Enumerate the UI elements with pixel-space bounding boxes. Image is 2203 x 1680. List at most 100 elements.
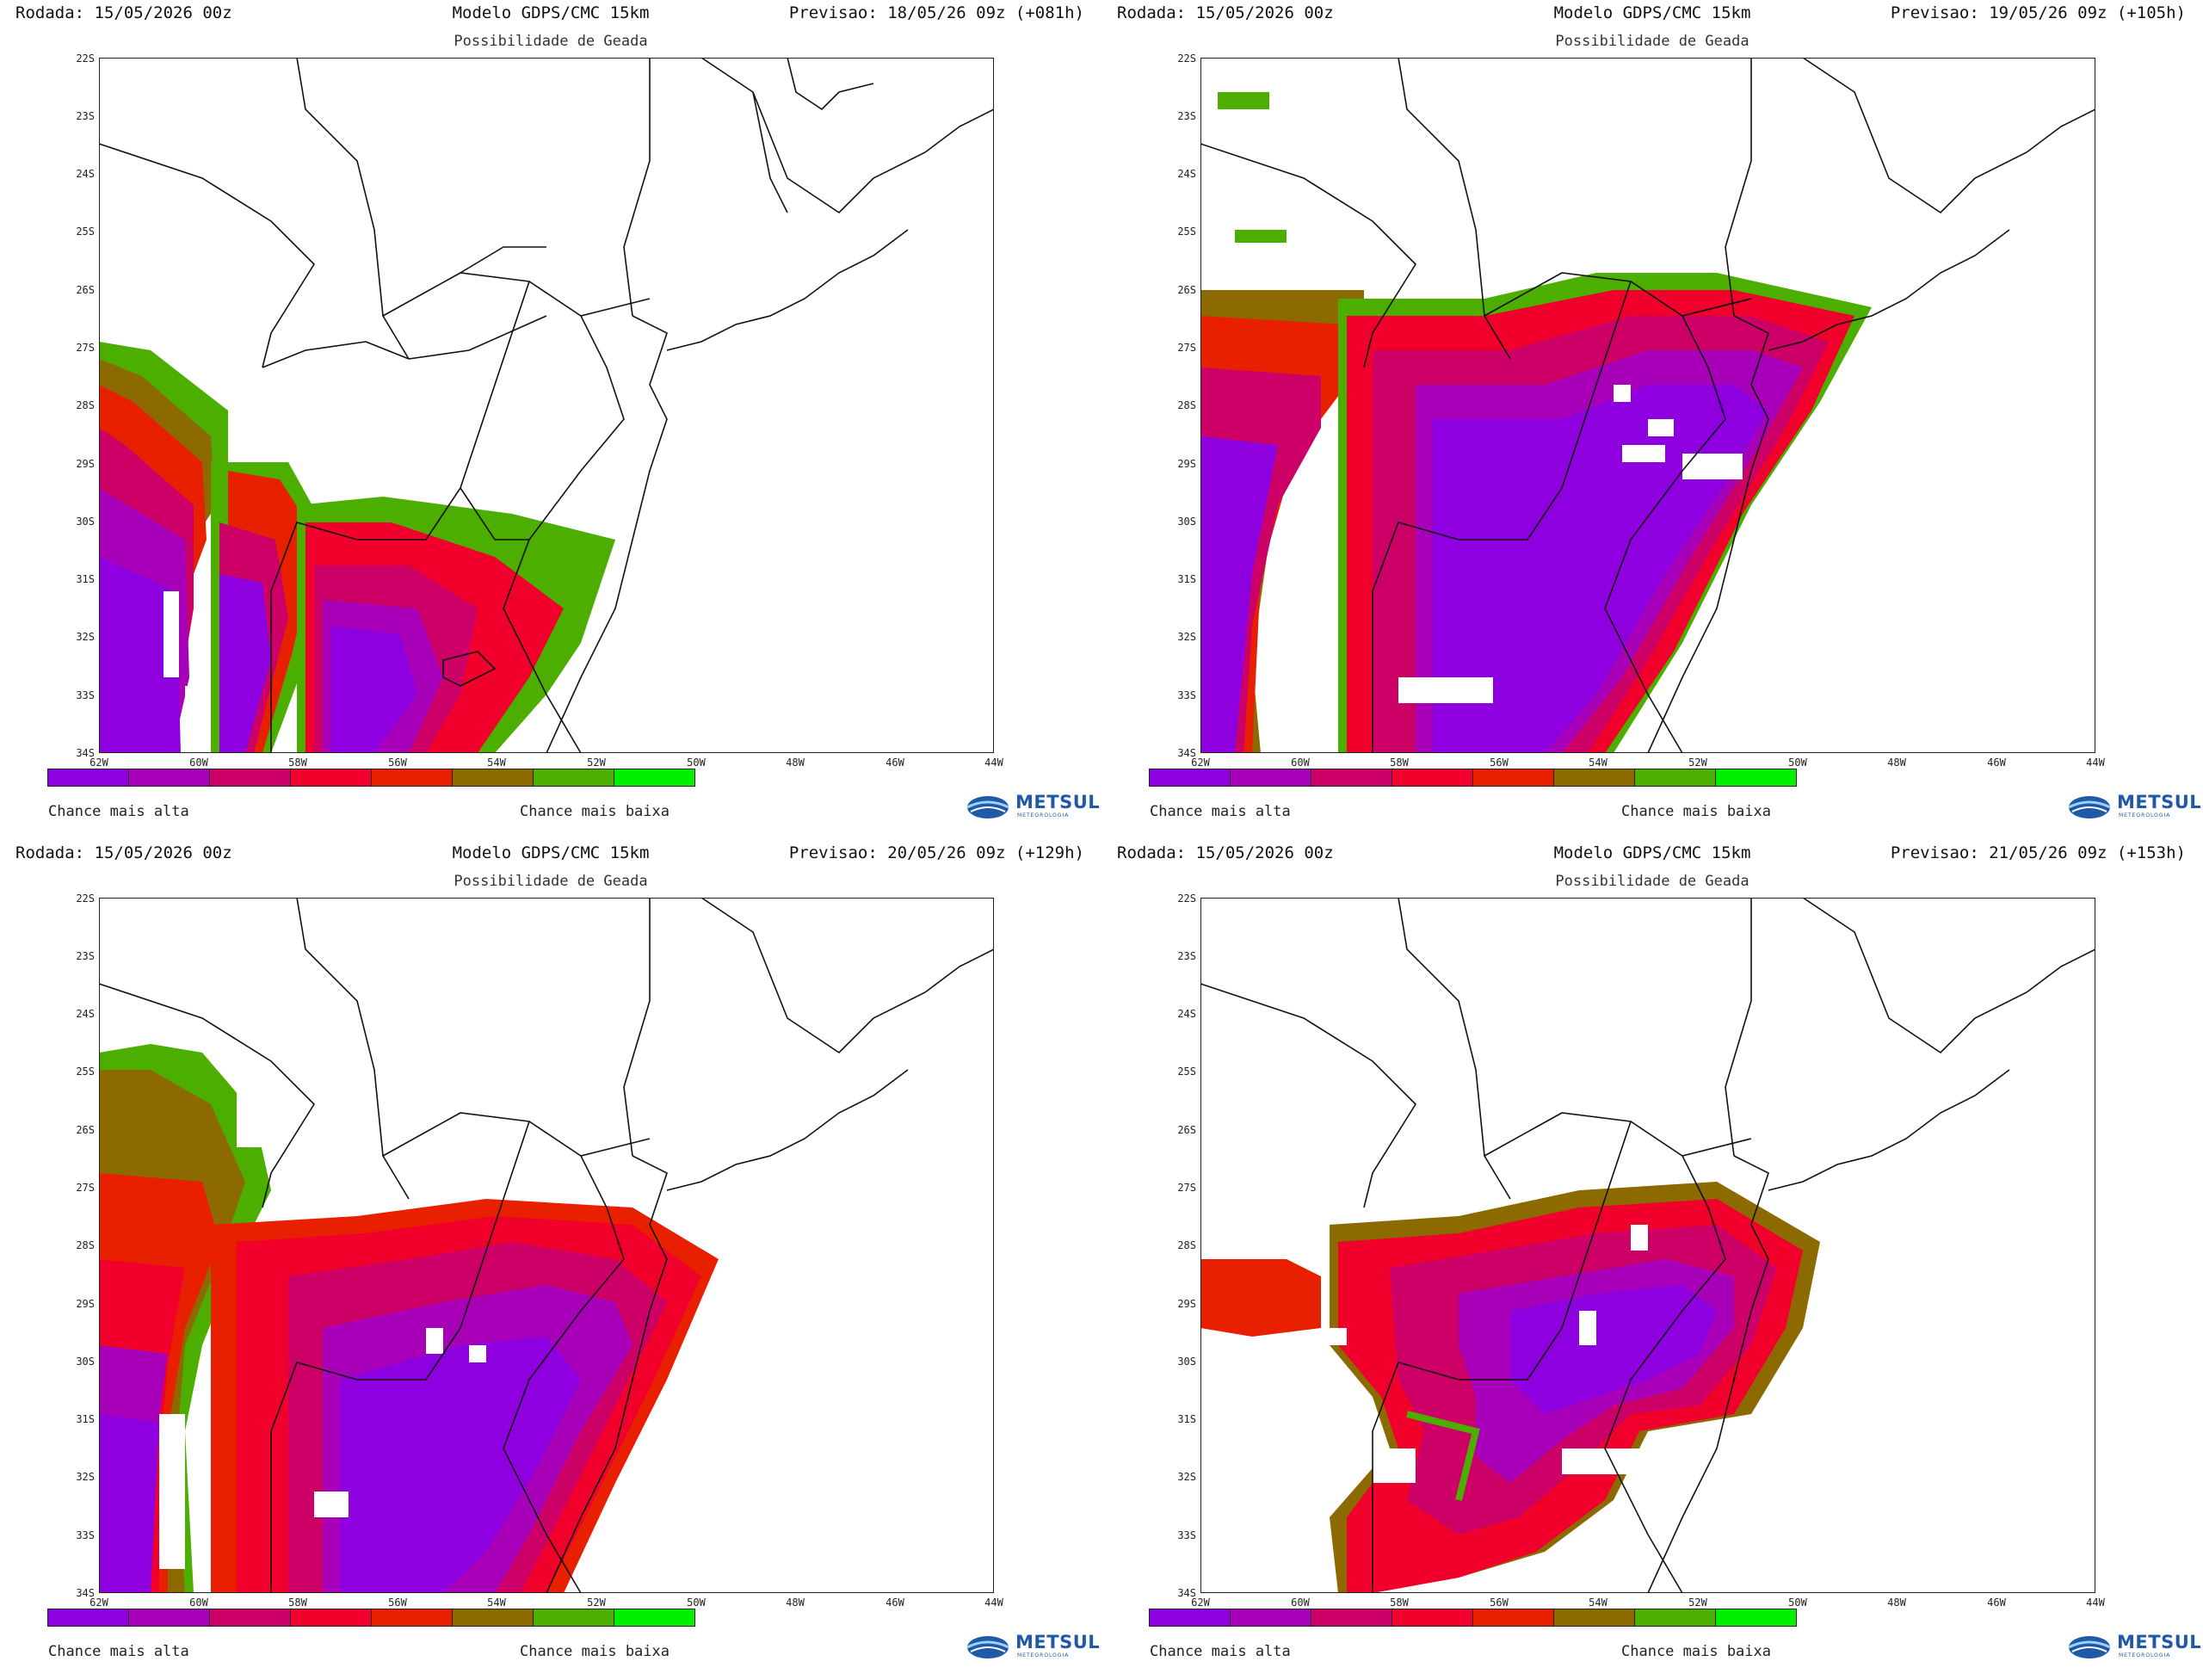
borders bbox=[1200, 58, 2095, 753]
legend-swatch bbox=[291, 769, 372, 786]
lon-tick: 58W bbox=[1390, 1597, 1409, 1609]
run-label: Rodada: 15/05/2026 00z bbox=[15, 843, 232, 862]
map-subtitle: Possibilidade de Geada bbox=[454, 33, 648, 50]
map-panel-3: Rodada: 15/05/2026 00z Modelo GDPS/CMC 1… bbox=[0, 840, 1102, 1680]
lat-tick: 31S bbox=[76, 573, 95, 585]
run-label: Rodada: 15/05/2026 00z bbox=[15, 3, 232, 22]
lat-tick: 29S bbox=[1177, 458, 1196, 470]
lat-tick: 23S bbox=[76, 110, 95, 122]
map-canvas bbox=[1200, 58, 2095, 753]
lat-tick: 23S bbox=[1177, 950, 1196, 962]
frost-field bbox=[99, 1044, 719, 1593]
map-panel-4: Rodada: 15/05/2026 00z Modelo GDPS/CMC 1… bbox=[1102, 840, 2203, 1680]
lon-tick: 58W bbox=[1390, 757, 1409, 769]
map-panel-1: Rodada: 15/05/2026 00z Modelo GDPS/CMC 1… bbox=[0, 0, 1102, 840]
legend-high-label: Chance mais alta bbox=[1150, 1643, 1291, 1660]
lat-tick: 31S bbox=[1177, 573, 1196, 585]
legend-swatch bbox=[1392, 769, 1473, 786]
lat-tick: 33S bbox=[76, 1529, 95, 1541]
legend-swatch bbox=[372, 769, 453, 786]
forecast-label: Previsao: 19/05/26 09z (+105h) bbox=[1890, 3, 2186, 22]
lon-tick: 54W bbox=[487, 757, 506, 769]
model-label: Modelo GDPS/CMC 15km bbox=[452, 843, 650, 862]
frost-field bbox=[99, 342, 615, 753]
legend-swatch bbox=[210, 1609, 291, 1626]
legend-swatch bbox=[614, 1609, 694, 1626]
legend-swatch bbox=[48, 769, 129, 786]
lat-tick: 32S bbox=[76, 631, 95, 643]
borders bbox=[99, 898, 994, 1593]
lat-tick: 25S bbox=[1177, 1065, 1196, 1078]
borders bbox=[99, 58, 994, 753]
map-canvas bbox=[99, 58, 994, 753]
frost-map bbox=[1200, 898, 2095, 1593]
legend-swatch bbox=[453, 1609, 534, 1626]
metsul-logo: METSUL METEOROLOGIA bbox=[962, 790, 1100, 825]
map-subtitle: Possibilidade de Geada bbox=[1555, 873, 1749, 890]
lat-tick: 24S bbox=[1177, 1008, 1196, 1020]
lon-tick: 46W bbox=[1987, 757, 2006, 769]
lat-tick: 22S bbox=[76, 892, 95, 905]
forecast-label: Previsao: 20/05/26 09z (+129h) bbox=[788, 843, 1084, 862]
lat-tick: 32S bbox=[1177, 1471, 1196, 1483]
lat-tick: 24S bbox=[76, 168, 95, 180]
lon-tick: 44W bbox=[2086, 757, 2105, 769]
model-label: Modelo GDPS/CMC 15km bbox=[1553, 3, 1751, 22]
globe-icon bbox=[2068, 796, 2111, 818]
lat-tick: 27S bbox=[76, 1182, 95, 1194]
model-label: Modelo GDPS/CMC 15km bbox=[1553, 843, 1751, 862]
legend-swatch bbox=[291, 1609, 372, 1626]
lat-tick: 25S bbox=[76, 1065, 95, 1078]
forecast-label: Previsao: 18/05/26 09z (+081h) bbox=[788, 3, 1084, 22]
metsul-logo: METSUL METEOROLOGIA bbox=[2064, 790, 2201, 825]
run-label: Rodada: 15/05/2026 00z bbox=[1117, 3, 1334, 22]
lon-tick: 56W bbox=[1490, 1597, 1509, 1609]
lat-tick: 30S bbox=[76, 1356, 95, 1368]
logo-name: METSUL bbox=[2117, 792, 2202, 812]
legend-swatch bbox=[1150, 769, 1231, 786]
frost-map bbox=[1200, 58, 2095, 753]
legend-colorbar bbox=[47, 769, 695, 787]
lat-tick: 33S bbox=[1177, 689, 1196, 701]
map-subtitle: Possibilidade de Geada bbox=[1555, 33, 1749, 50]
lon-tick: 58W bbox=[288, 1597, 307, 1609]
globe-icon bbox=[2068, 1636, 2111, 1658]
lat-tick: 28S bbox=[1177, 399, 1196, 411]
legend-colorbar bbox=[1149, 1609, 1797, 1627]
lon-tick: 52W bbox=[1688, 1597, 1707, 1609]
legend-low-label: Chance mais baixa bbox=[1621, 803, 1771, 820]
lat-tick: 23S bbox=[76, 950, 95, 962]
lon-tick: 48W bbox=[786, 757, 805, 769]
legend-swatch bbox=[129, 769, 210, 786]
lon-tick: 54W bbox=[1589, 757, 1608, 769]
lon-tick: 44W bbox=[984, 757, 1003, 769]
frost-field bbox=[1200, 1182, 1820, 1593]
lon-tick: 60W bbox=[1291, 1597, 1310, 1609]
legend-swatch bbox=[1231, 1609, 1311, 1626]
metsul-logo: METSUL METEOROLOGIA bbox=[962, 1630, 1100, 1665]
lat-tick: 29S bbox=[76, 458, 95, 470]
legend-high-label: Chance mais alta bbox=[1150, 803, 1291, 820]
lat-tick: 24S bbox=[76, 1008, 95, 1020]
legend-swatch bbox=[1716, 1609, 1796, 1626]
legend-swatch bbox=[1635, 1609, 1716, 1626]
lat-tick: 31S bbox=[1177, 1413, 1196, 1425]
lon-tick: 46W bbox=[1987, 1597, 2006, 1609]
legend-high-label: Chance mais alta bbox=[48, 1643, 189, 1660]
legend-swatch bbox=[1392, 1609, 1473, 1626]
lon-tick: 56W bbox=[1490, 757, 1509, 769]
lat-tick: 28S bbox=[1177, 1239, 1196, 1251]
lon-tick: 52W bbox=[1688, 757, 1707, 769]
lon-tick: 60W bbox=[189, 1597, 208, 1609]
lat-tick: 23S bbox=[1177, 110, 1196, 122]
map-canvas bbox=[99, 898, 994, 1593]
lon-tick: 44W bbox=[2086, 1597, 2105, 1609]
legend-swatch bbox=[1554, 1609, 1635, 1626]
legend-colorbar bbox=[47, 1609, 695, 1627]
legend-swatch bbox=[1473, 769, 1554, 786]
lon-tick: 60W bbox=[1291, 757, 1310, 769]
lat-tick: 33S bbox=[1177, 1529, 1196, 1541]
lon-tick: 62W bbox=[89, 1597, 108, 1609]
logo-sub: METEOROLOGIA bbox=[1017, 812, 1070, 818]
lon-tick: 62W bbox=[1191, 1597, 1210, 1609]
